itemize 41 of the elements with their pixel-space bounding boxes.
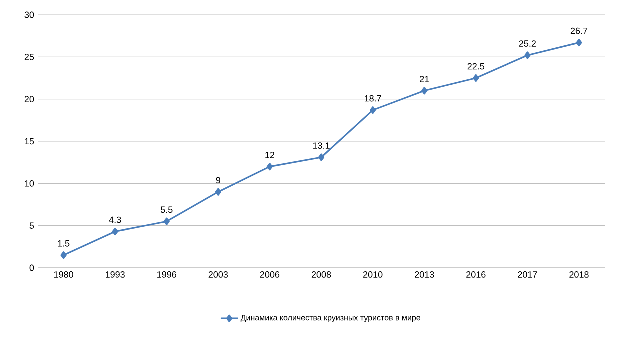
- point: [164, 218, 170, 226]
- point: [524, 52, 531, 60]
- point: [576, 39, 582, 47]
- point: [60, 252, 67, 260]
- y-tick-label: 20: [24, 96, 34, 103]
- y-tick-label: 5: [30, 222, 34, 229]
- x-tick-label: 2010: [363, 272, 383, 278]
- x-tick-label: 2008: [312, 272, 332, 278]
- data-label: 21: [420, 76, 430, 82]
- legend-label: Динамика количества круизных туристов в мире: [240, 315, 420, 322]
- x-tick-label: 2006: [260, 272, 280, 278]
- x-tick-label: 2013: [415, 272, 434, 278]
- x-tick-label: 2003: [208, 272, 228, 278]
- data-label: 22.5: [468, 63, 485, 70]
- data-label: 1.5: [58, 240, 70, 247]
- point: [318, 154, 325, 162]
- x-tick-label: 1996: [158, 272, 176, 278]
- data-label: 25.2: [519, 40, 536, 47]
- data-label: 18.7: [364, 95, 382, 102]
- x-tick-label: 2016: [466, 272, 486, 278]
- x-tick-label: 2017: [518, 272, 538, 278]
- data-label: 26.7: [570, 28, 588, 34]
- x-tick-label: 2018: [570, 272, 589, 278]
- data-label: 5.5: [160, 206, 173, 214]
- y-tick-label: 30: [24, 12, 34, 18]
- x-tick-label: 1993: [106, 272, 125, 278]
- y-tick-label: 15: [25, 138, 34, 145]
- data-label: 13.1: [313, 142, 330, 149]
- y-tick-label: 25: [24, 54, 34, 60]
- point: [473, 74, 480, 82]
- data-label: 9: [216, 177, 220, 184]
- data-label: 4.3: [109, 216, 122, 224]
- point: [266, 163, 274, 171]
- x-tick-label: 1980: [54, 272, 74, 278]
- point: [370, 106, 376, 114]
- point: [112, 228, 118, 236]
- data-label: 12: [266, 152, 275, 158]
- point: [422, 87, 428, 95]
- point: [215, 188, 222, 196]
- y-tick-label: 10: [25, 180, 34, 187]
- y-tick-label: 0: [30, 264, 34, 272]
